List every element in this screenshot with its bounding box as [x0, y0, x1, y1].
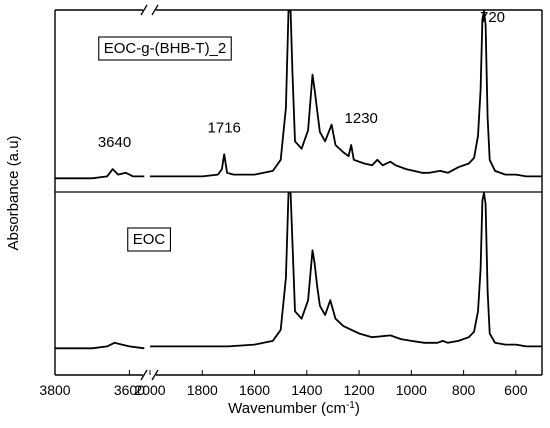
x-tick-label: 3600 [114, 382, 145, 398]
axis-break-mark [151, 369, 159, 381]
x-tick-label: 1200 [343, 382, 374, 398]
peak-annotation-3640: 3640 [98, 134, 131, 151]
x-tick-label: 2000 [134, 382, 165, 398]
panels-layer: 3640 1716 1230 720 [55, 9, 542, 350]
x-axis-title: Wavenumber (cm-1) [228, 400, 360, 417]
x-tick-label: 3800 [39, 382, 70, 398]
series-eoc [55, 192, 542, 350]
peak-annotation-1230: 1230 [345, 110, 378, 127]
x-tick-label: 1000 [396, 382, 427, 398]
axis-break-gap [143, 4, 156, 16]
axis-break-mark [140, 369, 148, 381]
x-tick-label: 600 [504, 382, 528, 398]
x-axis-title-superscript: -1 [346, 400, 355, 411]
axis-break-mark [151, 4, 159, 16]
x-tick-label: 1400 [291, 382, 322, 398]
axis-break-mark [140, 4, 148, 16]
x-tick-label: 1800 [187, 382, 218, 398]
spectrum-line-low-wavenumber [150, 192, 542, 348]
peak-annotation-1716: 1716 [208, 119, 241, 136]
spectrum-line-high-wavenumber [55, 341, 145, 350]
peak-annotation-720: 720 [480, 9, 505, 26]
x-tick-label: 800 [452, 382, 476, 398]
legend-box-eoc [127, 227, 171, 252]
x-tick-label: 1600 [239, 382, 270, 398]
spectrum-line-high-wavenumber [55, 168, 145, 180]
legend-label-eoc-g-bhb-t: EOC-g-(BHB-T)_2 [104, 40, 227, 57]
y-axis-title: Absorbance (a.u) [5, 135, 22, 250]
legend-label-eoc: EOC [133, 231, 166, 248]
spectrum-line-low-wavenumber [150, 10, 542, 178]
legend-box-eoc-g-bhb-t [98, 36, 232, 61]
series-eoc-g-bhb-t-2: 3640 1716 1230 720 [55, 9, 542, 180]
